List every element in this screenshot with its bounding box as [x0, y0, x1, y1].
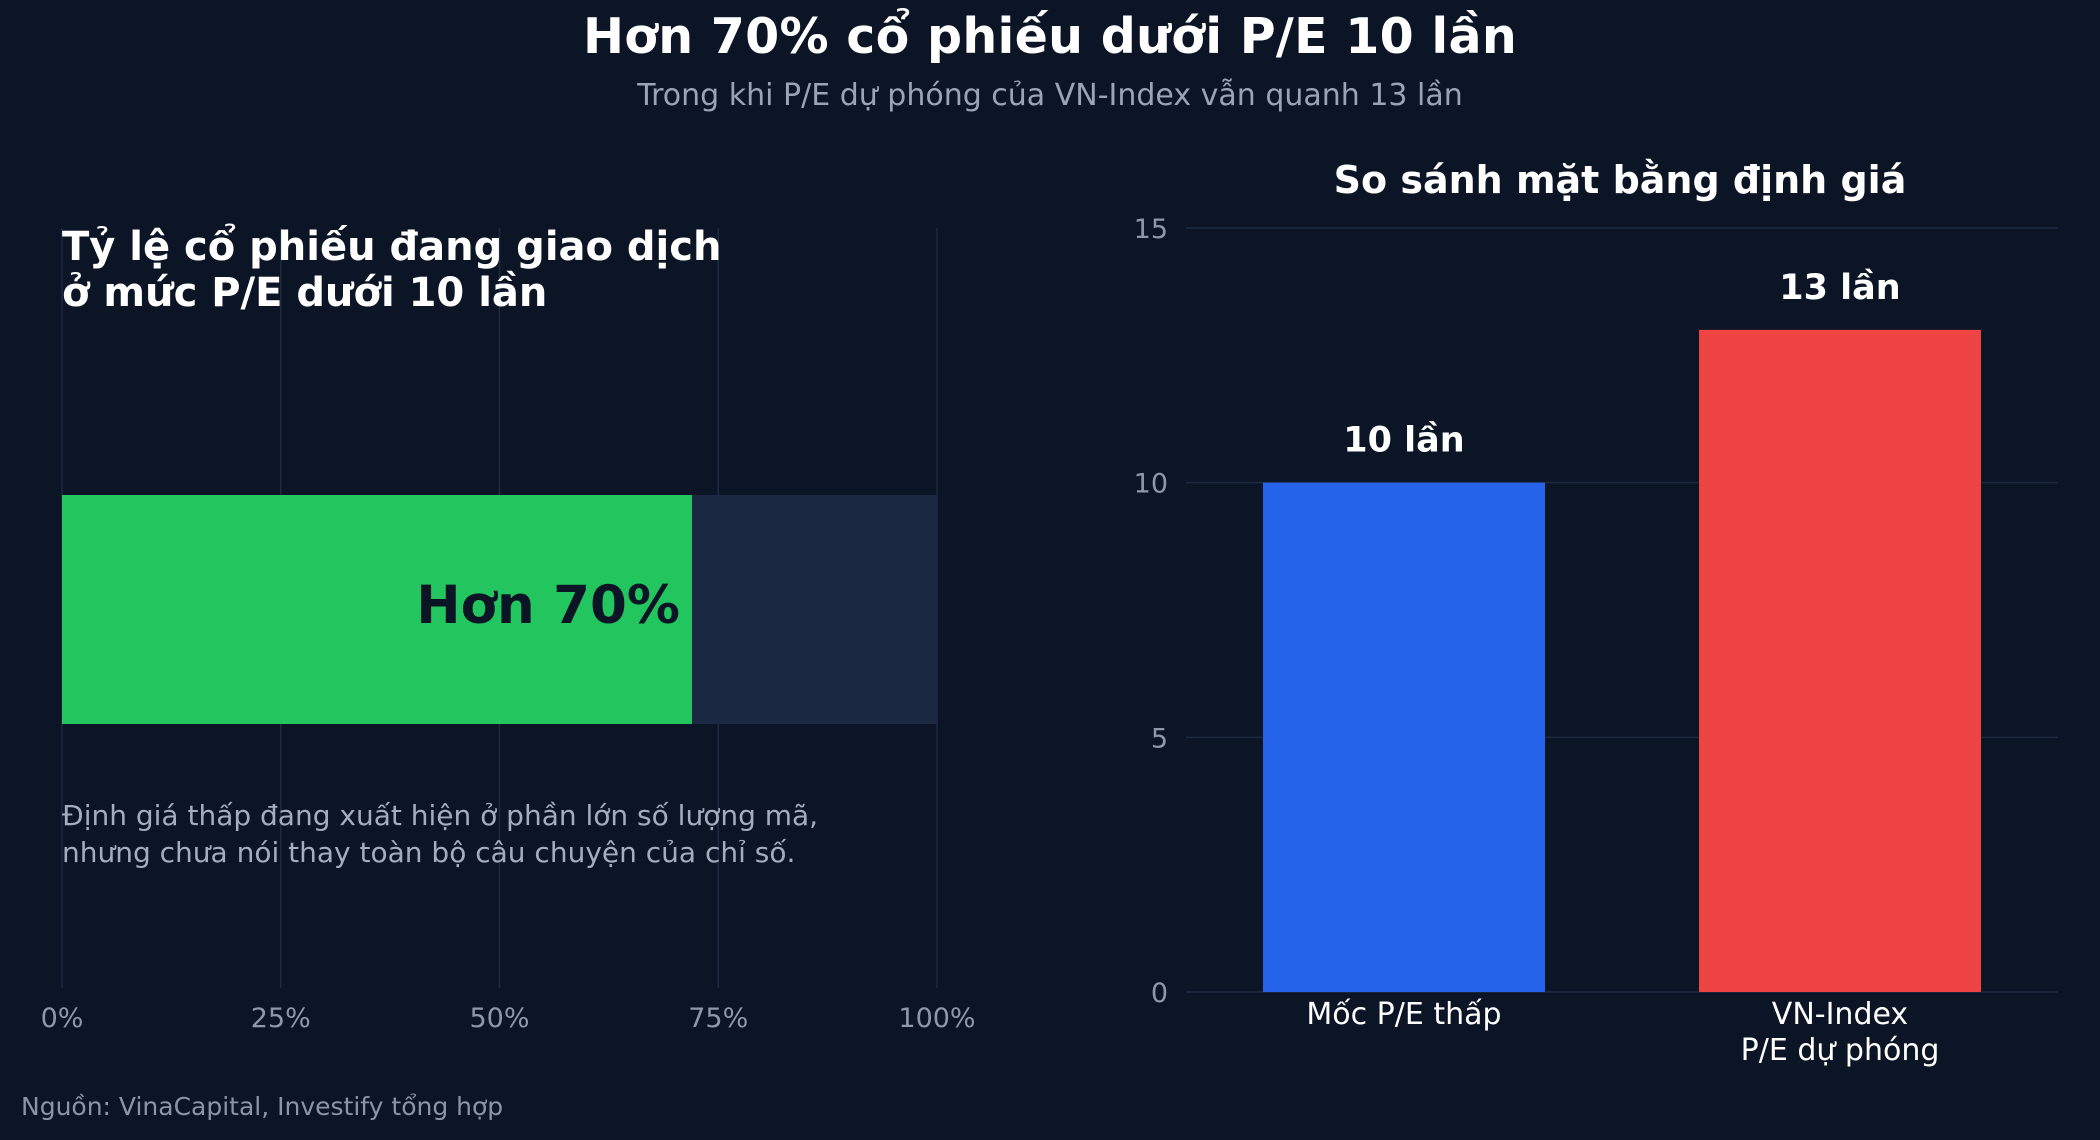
progress-bar	[62, 495, 692, 724]
y-tick-label: 10	[1134, 469, 1168, 500]
left-panel-title: Tỷ lệ cổ phiếu đang giao dịch ở mức P/E …	[62, 224, 721, 316]
right-panel-title: So sánh mặt bằng định giá	[1334, 158, 1907, 202]
y-tick-label: 15	[1134, 214, 1168, 245]
source-note: Nguồn: VinaCapital, Investify tổng hợp	[21, 1092, 504, 1121]
left-panel-title-line: Tỷ lệ cổ phiếu đang giao dịch	[62, 224, 722, 270]
y-tick-label: 0	[1151, 978, 1168, 1009]
chart-title: Hơn 70% cổ phiếu dưới P/E 10 lần	[582, 8, 1518, 65]
left-panel-note: Định giá thấp đang xuất hiện ở phần lớn …	[62, 797, 818, 871]
bar-value-label: 13 lần	[1779, 267, 1900, 308]
y-tick-label: 5	[1151, 723, 1168, 754]
chart-subtitle: Trong khi P/E dự phóng của VN-Index vẫn …	[637, 78, 1463, 113]
left-panel-note-line: nhưng chưa nói thay toàn bộ câu chuyện c…	[62, 836, 796, 869]
left-panel-title-line: ở mức P/E dưới 10 lần	[62, 270, 548, 316]
bar-value-label: 10 lần	[1343, 420, 1464, 461]
left-panel-note-line: Định giá thấp đang xuất hiện ở phần lớn …	[62, 799, 819, 832]
progress-value-label: Hơn 70%	[416, 575, 680, 636]
x-tick-label: 25%	[251, 1003, 311, 1034]
x-category-label: VN-Index	[1772, 997, 1908, 1032]
x-category-label: P/E dự phóng	[1741, 1033, 1940, 1068]
x-tick-label: 75%	[688, 1003, 748, 1034]
x-tick-label: 100%	[898, 1003, 975, 1034]
x-category-label: Mốc P/E thấp	[1306, 997, 1501, 1032]
x-tick-label: 50%	[469, 1003, 529, 1034]
bar	[1263, 482, 1545, 992]
x-tick-label: 0%	[41, 1003, 84, 1034]
bar	[1699, 329, 1981, 992]
